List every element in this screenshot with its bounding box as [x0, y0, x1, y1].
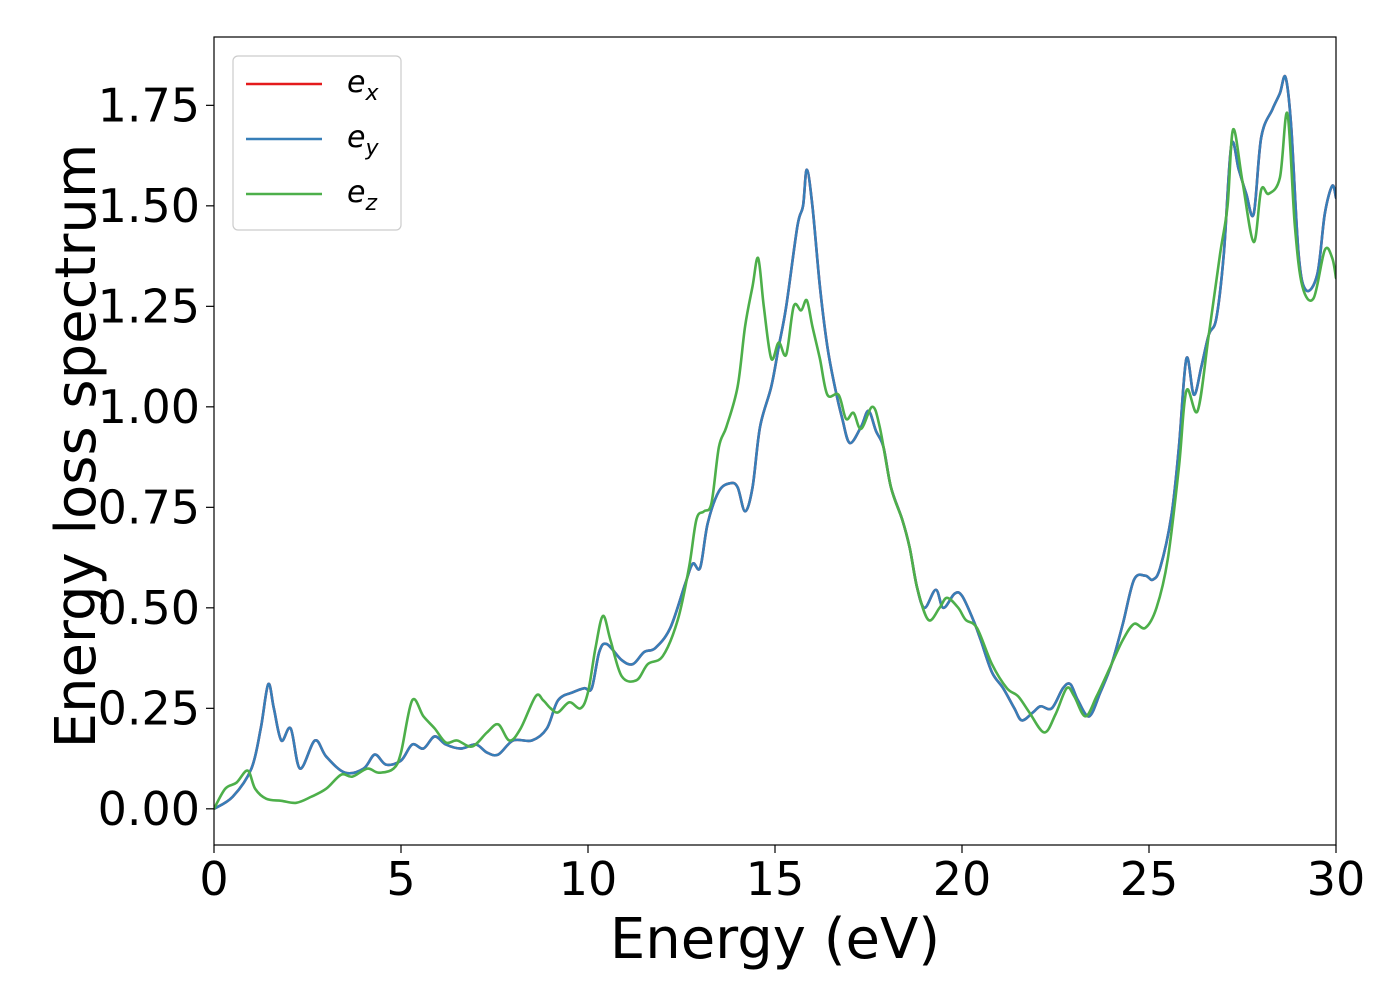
- y-tick-label: 0.50: [98, 581, 200, 635]
- x-tick-label: 15: [746, 852, 805, 906]
- series-line-z: [214, 111, 1336, 811]
- legend-label-x: ex: [347, 65, 379, 106]
- y-tick-label: 1.00: [98, 380, 200, 434]
- y-tick-label: 0.25: [98, 681, 200, 735]
- legend-label-y: ey: [347, 120, 379, 161]
- x-tick-label: 20: [933, 852, 992, 906]
- y-tick-label: 0.00: [98, 782, 200, 836]
- x-tick-label: 10: [559, 852, 618, 906]
- legend: ex ey ez: [232, 55, 402, 231]
- x-tick-label: 0: [199, 852, 228, 906]
- y-tick-label: 0.75: [98, 480, 200, 534]
- y-axis-label: Energy loss spectrum: [44, 144, 109, 749]
- series-line-y: [214, 74, 1336, 811]
- y-tick-label: 1.25: [98, 279, 200, 333]
- x-axis-label: Energy (eV): [610, 907, 940, 972]
- x-tick-label: 30: [1307, 852, 1366, 906]
- legend-box: [232, 55, 402, 231]
- y-tick-label: 1.75: [98, 78, 200, 132]
- series-layer: [214, 74, 1336, 811]
- y-tick-label: 1.50: [98, 179, 200, 233]
- legend-label-z: ez: [347, 175, 377, 216]
- x-tick-label: 5: [386, 852, 415, 906]
- x-tick-label: 25: [1120, 852, 1179, 906]
- ticks-layer: 0 5 10 15 20 25 30 0.00 0.25 0.50 0.75 1.00 1.25 1.50…: [98, 78, 1366, 906]
